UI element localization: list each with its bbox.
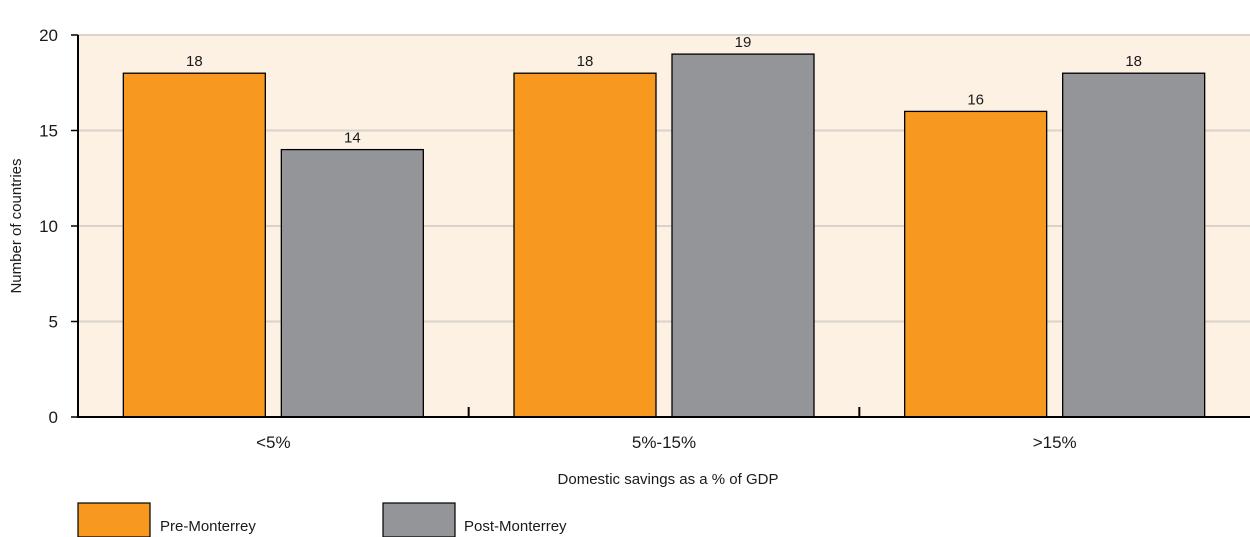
y-tick-label: 0 (49, 408, 58, 427)
x-axis-ticks (467, 407, 861, 417)
bar-value-label: 18 (577, 53, 594, 70)
x-category-label: >15% (1033, 433, 1077, 452)
y-axis-ticks: 0 5 10 15 20 (39, 26, 78, 427)
y-tick-label: 20 (39, 26, 58, 45)
data-labels: 18 14 18 19 16 18 (186, 34, 1142, 147)
bar-post-monterrey (1062, 72, 1206, 418)
bar-value-label: 14 (344, 130, 361, 147)
legend: Pre-Monterrey Post-Monterrey (77, 502, 567, 537)
bar-value-label: 16 (967, 91, 984, 108)
bar-pre-monterrey (513, 72, 657, 418)
x-axis-title: Domestic savings as a % of GDP (558, 471, 779, 488)
y-tick-label: 10 (39, 217, 58, 236)
y-axis-title: Number of countries (8, 158, 25, 293)
y-tick-label: 15 (39, 122, 58, 141)
bars (122, 53, 1206, 418)
bar-post-monterrey (671, 53, 815, 418)
legend-label-post-monterrey: Post-Monterrey (464, 518, 567, 535)
bar-pre-monterrey (904, 110, 1048, 418)
x-category-label: <5% (256, 433, 291, 452)
bar-pre-monterrey (122, 72, 266, 418)
y-tick-label: 5 (49, 313, 58, 332)
x-axis-category-labels: <5% 5%-15% >15% (256, 433, 1077, 452)
bar-value-label: 18 (1125, 53, 1142, 70)
legend-swatch-pre-monterrey (77, 502, 151, 537)
gridlines (78, 34, 1250, 323)
bar-value-label: 18 (186, 53, 203, 70)
bar-value-label: 19 (735, 34, 752, 51)
legend-swatch-post-monterrey (382, 502, 456, 537)
legend-label-pre-monterrey: Pre-Monterrey (160, 518, 256, 535)
x-category-label: 5%-15% (632, 433, 696, 452)
bar-post-monterrey (280, 148, 424, 418)
